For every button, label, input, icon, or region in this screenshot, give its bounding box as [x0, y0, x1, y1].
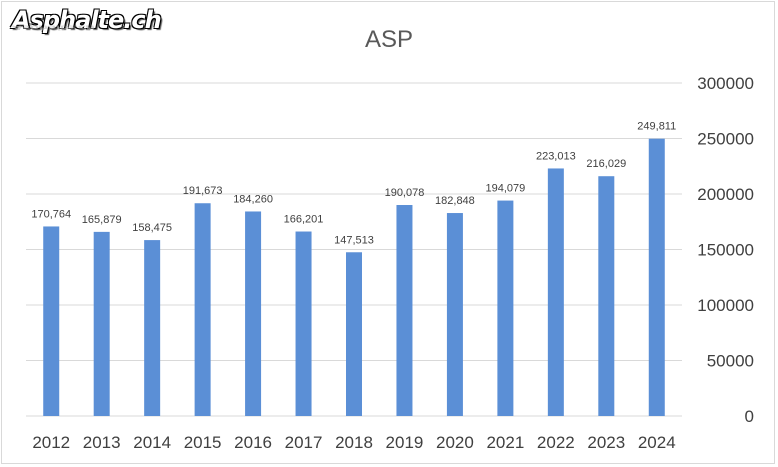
data-label: 216,029	[586, 158, 626, 170]
bar	[648, 138, 665, 417]
x-tick-label: 2017	[285, 433, 323, 452]
data-label: 147,513	[334, 234, 374, 246]
x-tick-label: 2024	[638, 433, 676, 452]
x-tick-label: 2014	[133, 433, 171, 452]
data-label: 158,475	[132, 222, 172, 234]
bar	[497, 200, 514, 416]
x-tick-label: 2018	[335, 433, 373, 452]
y-tick-label: 150000	[697, 241, 754, 260]
bar	[194, 203, 211, 416]
y-tick-label: 200000	[697, 185, 754, 204]
bar	[43, 226, 60, 416]
bar	[598, 176, 615, 416]
y-tick-label: 100000	[697, 296, 754, 315]
bar	[93, 231, 110, 416]
gridlines	[26, 82, 682, 417]
y-axis-ticks: 0 50000 100000 150000 200000 250000 300000	[697, 74, 754, 426]
x-tick-label: 2021	[486, 433, 524, 452]
data-label: 166,201	[284, 214, 324, 226]
bar	[245, 211, 262, 416]
data-label: 223,013	[536, 150, 576, 162]
bar	[295, 231, 312, 416]
bar	[547, 168, 564, 416]
x-tick-label: 2016	[234, 433, 272, 452]
bar	[144, 240, 161, 416]
bar	[396, 205, 413, 416]
bar	[346, 252, 362, 416]
x-axis-ticks: 2012 2013 2014 2015 2016 2017 2018 2019 2020 2021…	[32, 433, 675, 452]
bar	[446, 213, 463, 416]
data-label: 190,078	[385, 187, 425, 199]
data-label: 170,764	[31, 208, 71, 220]
data-label: 191,673	[183, 185, 223, 197]
x-tick-label: 2013	[83, 433, 121, 452]
data-label: 194,079	[486, 183, 526, 195]
y-tick-label: 50000	[707, 352, 754, 371]
chart-title: ASP	[365, 26, 413, 53]
y-tick-label: 0	[745, 407, 754, 426]
x-tick-label: 2020	[436, 433, 474, 452]
data-label: 184,260	[233, 193, 273, 205]
data-label: 249,811	[637, 121, 676, 133]
y-tick-label: 250000	[697, 130, 754, 149]
x-tick-label: 2022	[537, 433, 575, 452]
x-tick-label: 2023	[587, 433, 625, 452]
data-label: 182,848	[435, 195, 475, 207]
brand-logo: Asphalte.ch	[12, 6, 162, 34]
data-labels: 170,764 165,879 158,475 191,673 184,260 166,2…	[31, 121, 676, 247]
x-tick-label: 2012	[32, 433, 70, 452]
x-tick-label: 2019	[386, 433, 424, 452]
x-tick-label: 2015	[184, 433, 222, 452]
y-tick-label: 300000	[697, 74, 754, 93]
data-label: 165,879	[82, 214, 122, 226]
bars	[43, 138, 665, 417]
